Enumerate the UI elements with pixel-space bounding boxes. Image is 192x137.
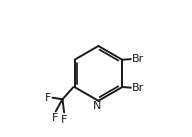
Text: F: F — [51, 113, 58, 123]
Text: F: F — [61, 115, 67, 125]
Text: Br: Br — [132, 83, 144, 93]
Text: Br: Br — [132, 54, 144, 64]
Text: F: F — [45, 93, 51, 103]
Text: N: N — [93, 101, 102, 111]
